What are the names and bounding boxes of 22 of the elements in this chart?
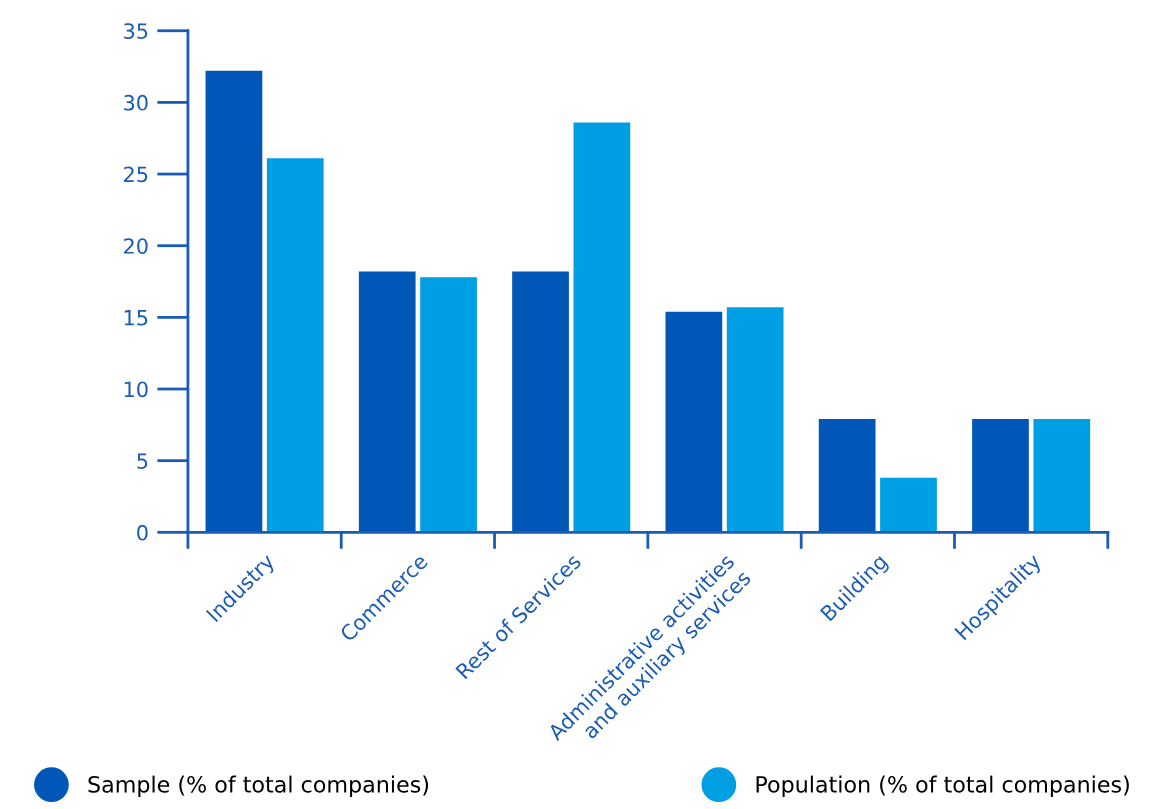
bar: [420, 277, 477, 533]
y-tick-label: 30: [124, 94, 148, 111]
y-tick-label: 0: [137, 524, 148, 541]
y-tick-label: 5: [137, 453, 148, 469]
bar: [972, 419, 1029, 533]
bar: [818, 419, 876, 533]
y-tick-label: 15: [124, 310, 148, 326]
bar: [512, 271, 569, 533]
bar: [880, 477, 937, 533]
y-tick-label: 25: [124, 166, 148, 183]
bar: [665, 311, 723, 533]
bar: [266, 158, 324, 533]
bar: [1033, 419, 1091, 533]
bar: [358, 271, 416, 533]
y-tick-label: 35: [124, 23, 148, 39]
y-tick-label: 20: [124, 238, 148, 254]
bar: [205, 70, 263, 533]
legend-label: Sample (% of total companies): [88, 775, 429, 798]
bar: [726, 307, 784, 533]
bar: [573, 122, 631, 533]
legend-label: Population (% of total companies): [756, 775, 1129, 798]
y-tick-label: 10: [124, 381, 148, 398]
